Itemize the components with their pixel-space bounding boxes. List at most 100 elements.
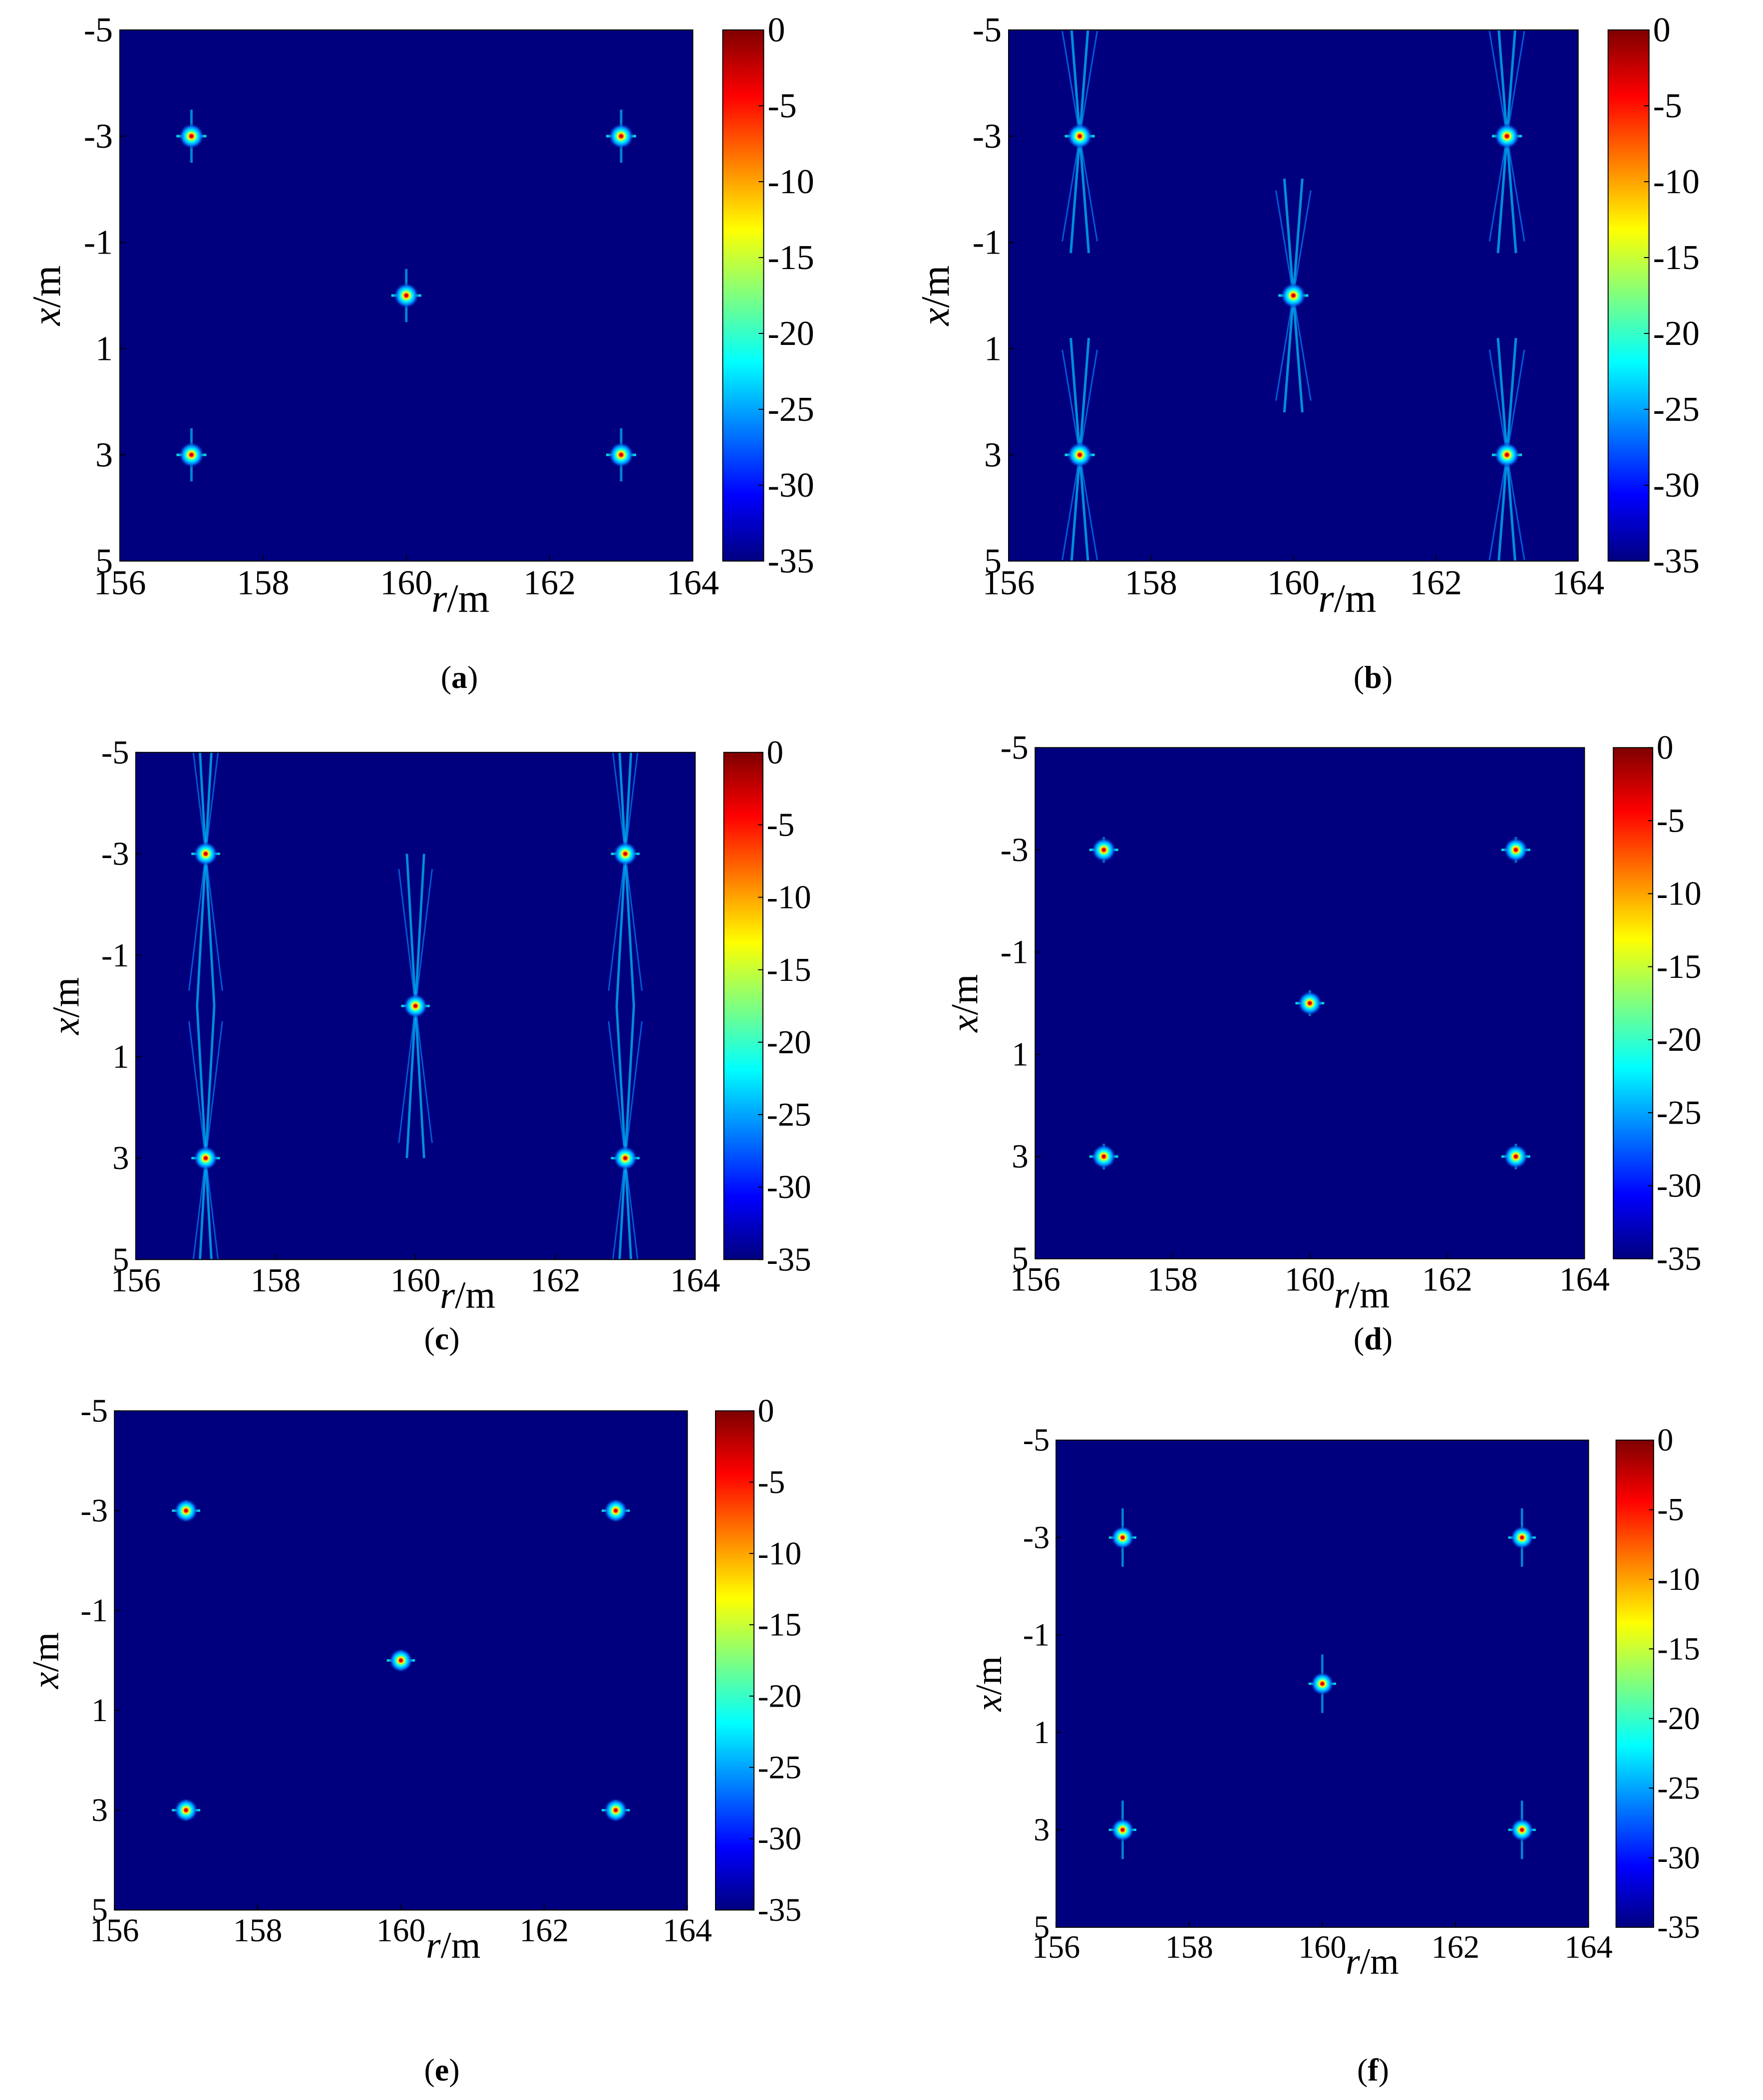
target-point: [602, 1498, 630, 1523]
y-tick-label: 5: [1034, 1909, 1050, 1945]
panel-f: 156 158 160 162 164 r/m -5 -3 -1 1 3 5 x/m 0 -5 -10 -15 -…: [968, 1413, 1763, 2022]
colorbar-tick-label: -35: [1657, 1909, 1700, 1945]
target-point: [1508, 1508, 1536, 1567]
colorbar-tick-label: -20: [758, 1678, 802, 1715]
target-point: [1295, 990, 1325, 1016]
heatmap-a: 156 158 160 162 164 r/m -5 -3 -1 1 3 5 x/m 0 -5 -10 -15 -…: [24, 11, 814, 621]
colorbar-tick-label: 0: [1657, 1422, 1673, 1458]
target-point: [1308, 1654, 1336, 1713]
caption-b: (b): [1353, 659, 1393, 695]
panel-e: 156 158 160 162 164 r/m -5 -3 -1 1 3 5 x/m 0 -5 -10 -15 -…: [25, 1383, 879, 2007]
x-tick-label: 162: [1422, 1261, 1472, 1298]
x-tick-label: 160: [390, 1262, 440, 1299]
y-axis-label: x/m: [44, 977, 87, 1035]
target-point: [188, 752, 223, 1006]
heatmap-c: 156 158 160 162 164 r/m -5 -3 -1 1 3 5 x/m 0 -5 -10 -15 -…: [44, 734, 811, 1316]
colorbar-tick-label: -10: [768, 163, 814, 201]
colorbar-tick-label: -10: [1657, 1561, 1700, 1597]
x-tick-label: 158: [1147, 1261, 1198, 1298]
target-point: [1488, 337, 1525, 561]
colorbar-tick-label: -20: [768, 314, 814, 353]
target-point: [176, 109, 207, 163]
x-axis-label: r/m: [431, 577, 489, 621]
colorbar-tick-label: -20: [767, 1024, 811, 1061]
target-point: [1108, 1800, 1136, 1859]
colorbar-tick-label: -35: [768, 542, 814, 581]
y-tick-label: 5: [91, 1892, 108, 1928]
y-axis-label: x/m: [25, 1632, 66, 1689]
y-axis-label: x/m: [913, 266, 958, 326]
x-tick-label: 162: [1431, 1929, 1479, 1965]
colorbar-tick-label: -25: [1653, 390, 1700, 429]
colorbar: [722, 29, 764, 562]
colorbar-tick-label: -5: [1653, 87, 1682, 125]
target-point: [176, 428, 207, 482]
y-tick-label: 5: [112, 1241, 129, 1278]
y-tick-label: -5: [84, 11, 113, 49]
target-point: [172, 1798, 200, 1822]
caption-e: (e): [424, 2052, 460, 2088]
x-axis-label: r/m: [440, 1274, 495, 1316]
y-tick-label: 3: [1034, 1812, 1050, 1847]
colorbar-tick-label: -5: [1657, 802, 1685, 839]
target-point: [1488, 30, 1525, 254]
y-tick-label: -5: [973, 11, 1002, 49]
target-point: [608, 752, 643, 1006]
x-tick-label: 160: [380, 564, 432, 602]
x-tick-label: 158: [251, 1262, 301, 1299]
colorbar-tick-label: -35: [1657, 1240, 1702, 1277]
x-axis-label: r/m: [1334, 1273, 1390, 1316]
y-tick-label: -3: [1001, 831, 1029, 869]
colorbar: [1615, 1440, 1654, 1928]
x-tick-label: 160: [1267, 564, 1320, 602]
colorbar-tick-label: -10: [767, 879, 811, 916]
colorbar-tick-label: -10: [1657, 875, 1702, 912]
panel-d: 156 158 160 162 164 r/m -5 -3 -1 1 3 5 x/m 0 -5 -10 -15 -…: [943, 719, 1763, 1358]
y-axis-label: x/m: [943, 974, 986, 1033]
caption-a: (a): [440, 659, 478, 695]
y-tick-label: -3: [973, 117, 1002, 156]
target-point: [398, 854, 433, 1159]
target-point: [606, 109, 637, 163]
y-tick-label: -5: [1023, 1422, 1050, 1458]
panel-b: 156 158 160 162 164 r/m -5 -3 -1 1 3 5 x/m 0 -5 -10 -15 -…: [913, 0, 1763, 664]
panel-c: 156 158 160 162 164 r/m -5 -3 -1 1 3 5 x/m 0 -5 -10 -15 -…: [44, 724, 879, 1358]
y-tick-label: -1: [1023, 1617, 1050, 1653]
colorbar-tick-label: -30: [1657, 1840, 1700, 1875]
y-tick-label: -3: [84, 117, 113, 156]
colorbar-tick-label: -15: [1653, 239, 1700, 277]
x-tick-label: 156: [111, 1262, 161, 1299]
colorbar: [1613, 747, 1654, 1259]
x-tick-label: 158: [1165, 1929, 1213, 1965]
x-tick-label: 162: [523, 564, 576, 602]
y-tick-label: 3: [91, 1792, 108, 1828]
colorbar-tick-label: -20: [1657, 1701, 1700, 1736]
y-tick-label: -1: [1001, 933, 1029, 971]
x-tick-label: 156: [1032, 1929, 1080, 1965]
heatmap-b: 156 158 160 162 164 r/m -5 -3 -1 1 3 5 x/m 0 -5 -10 -15 -…: [913, 11, 1700, 620]
y-tick-label: -1: [84, 224, 113, 262]
y-tick-label: 5: [984, 542, 1002, 581]
y-tick-label: -5: [101, 734, 129, 771]
colorbar-tick-label: -5: [767, 806, 795, 843]
colorbar: [723, 752, 763, 1260]
colorbar: [1607, 29, 1650, 562]
y-tick-label: -1: [80, 1592, 108, 1629]
colorbar-tick-label: -20: [1657, 1021, 1702, 1058]
target-point: [188, 1006, 223, 1260]
y-tick-label: -1: [101, 937, 129, 974]
target-point: [606, 428, 637, 482]
colorbar-tick-label: 0: [767, 734, 783, 771]
x-tick-label: 156: [983, 564, 1035, 602]
colorbar-tick-label: 0: [1657, 729, 1674, 766]
y-tick-label: -3: [80, 1493, 108, 1529]
colorbar-tick-label: 0: [1653, 11, 1671, 49]
colorbar-tick-label: -20: [1653, 314, 1700, 353]
y-tick-label: -5: [1001, 729, 1029, 766]
x-tick-label: 164: [663, 1912, 712, 1949]
target-point: [172, 1498, 200, 1523]
colorbar-tick-label: -25: [768, 390, 814, 429]
x-tick-label: 164: [1552, 564, 1604, 602]
colorbar-tick-label: -30: [768, 466, 814, 505]
heatmap-f: 156 158 160 162 164 r/m -5 -3 -1 1 3 5 x/m 0 -5 -10 -15 -…: [968, 1422, 1700, 1982]
